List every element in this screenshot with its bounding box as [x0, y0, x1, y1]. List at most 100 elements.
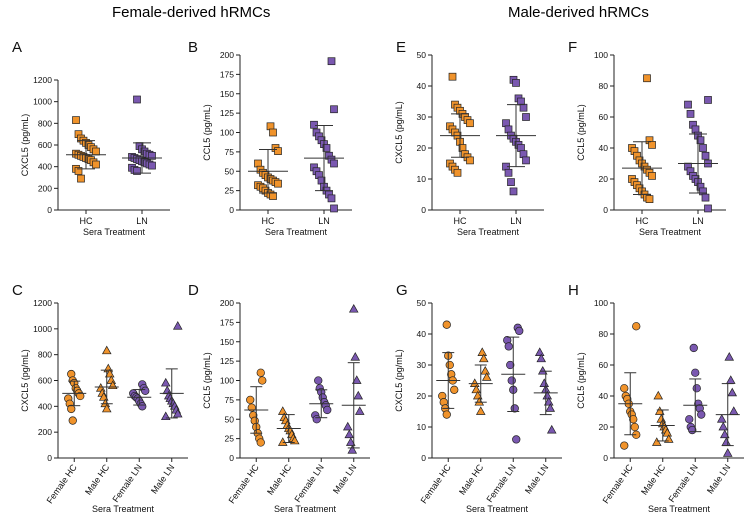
data-point — [475, 406, 486, 415]
data-point — [697, 410, 706, 419]
x-tick-label: Male HC — [639, 462, 668, 497]
data-point — [133, 167, 141, 175]
y-tick-label: 10 — [417, 422, 427, 432]
data-point — [76, 391, 85, 401]
x-axis-label: Sera Treatment — [648, 504, 711, 514]
y-tick-label: 800 — [38, 118, 52, 128]
data-point — [466, 156, 474, 165]
data-point — [466, 119, 474, 128]
data-point — [648, 172, 656, 180]
y-tick-label: 200 — [38, 427, 52, 437]
data-point — [258, 376, 267, 385]
panel-label: D — [188, 282, 199, 299]
x-tick-label: HC — [636, 216, 649, 226]
data-point — [515, 326, 524, 336]
y-tick-label: 60 — [599, 360, 609, 370]
data-point — [269, 128, 277, 137]
data-point — [327, 57, 336, 66]
data-point — [312, 415, 321, 424]
x-tick-label: HC — [262, 216, 275, 226]
data-point — [453, 168, 462, 177]
x-tick-label: Female LN — [484, 462, 517, 504]
data-point — [716, 414, 727, 423]
x-tick-label: HC — [454, 216, 467, 226]
y-tick-label: 40 — [417, 329, 427, 339]
y-tick-label: 0 — [47, 453, 52, 463]
data-point — [620, 441, 629, 450]
data-point — [689, 343, 698, 353]
data-point — [704, 96, 712, 104]
data-point — [353, 390, 364, 400]
y-tick-label: 25 — [225, 186, 235, 196]
y-tick-label: 1000 — [33, 97, 52, 107]
x-tick-label: Female LN — [110, 462, 143, 504]
panel-label: G — [396, 282, 408, 299]
data-point — [448, 72, 457, 81]
data-point — [274, 179, 282, 188]
y-tick-label: 40 — [599, 391, 609, 401]
data-point — [442, 320, 451, 329]
y-axis-label: CCL5 (pg/mL) — [202, 352, 212, 409]
y-tick-label: 1200 — [33, 298, 52, 308]
x-tick-label: Male LN — [523, 462, 550, 495]
data-point — [620, 384, 629, 393]
data-point — [684, 100, 692, 109]
panel-label: A — [12, 39, 22, 56]
data-point — [534, 347, 545, 356]
data-point — [546, 424, 557, 434]
data-point — [345, 437, 356, 446]
data-point — [629, 415, 638, 424]
data-point — [630, 422, 639, 432]
data-point — [67, 404, 76, 414]
data-point — [512, 79, 520, 87]
x-tick-label: LN — [136, 216, 148, 226]
y-tick-label: 125 — [220, 356, 234, 366]
y-tick-label: 400 — [38, 401, 52, 411]
data-point — [722, 448, 733, 457]
y-tick-label: 0 — [229, 205, 234, 215]
panel-label: C — [12, 282, 23, 299]
data-point — [472, 390, 483, 400]
data-point — [477, 347, 488, 356]
y-tick-label: 175 — [220, 69, 234, 79]
data-point — [323, 405, 332, 415]
y-axis-label: CCL5 (pg/mL) — [202, 104, 212, 161]
panel-d: D 0 25 50 75 100 125 150 175 200 CCL5 (pg/mL) Femal… — [188, 282, 370, 514]
y-tick-label: 100 — [594, 50, 608, 60]
data-point — [725, 375, 736, 384]
y-tick-label: 800 — [38, 350, 52, 360]
data-point — [653, 390, 664, 400]
data-point — [314, 376, 323, 385]
y-tick-label: 100 — [220, 128, 234, 138]
data-point — [718, 421, 729, 431]
data-point — [148, 161, 156, 170]
y-tick-label: 50 — [417, 298, 427, 308]
y-axis-label: CXCL5 (pg/mL) — [394, 349, 404, 412]
data-point — [104, 368, 115, 378]
female-header: Female-derived hRMCs — [112, 4, 271, 21]
data-point — [256, 438, 265, 447]
y-axis-label: CXCL5 (pg/mL) — [20, 349, 30, 412]
data-point — [98, 392, 109, 401]
x-tick-label: LN — [692, 216, 704, 226]
data-point — [442, 410, 451, 419]
data-point — [277, 437, 288, 446]
data-point — [662, 427, 673, 437]
data-point — [648, 141, 656, 149]
data-point — [522, 156, 530, 165]
x-axis-label: Sera Treatment — [639, 227, 702, 237]
data-point — [656, 414, 667, 423]
data-point — [509, 187, 518, 196]
y-tick-label: 50 — [417, 50, 427, 60]
y-axis-label: CXCL5 (pg/mL) — [20, 114, 30, 177]
data-point — [504, 342, 513, 351]
data-point — [645, 195, 654, 203]
panel-label: E — [396, 39, 406, 56]
y-tick-label: 200 — [220, 50, 234, 60]
data-point — [692, 384, 701, 393]
data-point — [699, 144, 707, 152]
panel-label: B — [188, 39, 198, 56]
y-tick-label: 600 — [38, 376, 52, 386]
x-axis-label: Sera Treatment — [83, 227, 146, 237]
data-point — [696, 136, 705, 145]
